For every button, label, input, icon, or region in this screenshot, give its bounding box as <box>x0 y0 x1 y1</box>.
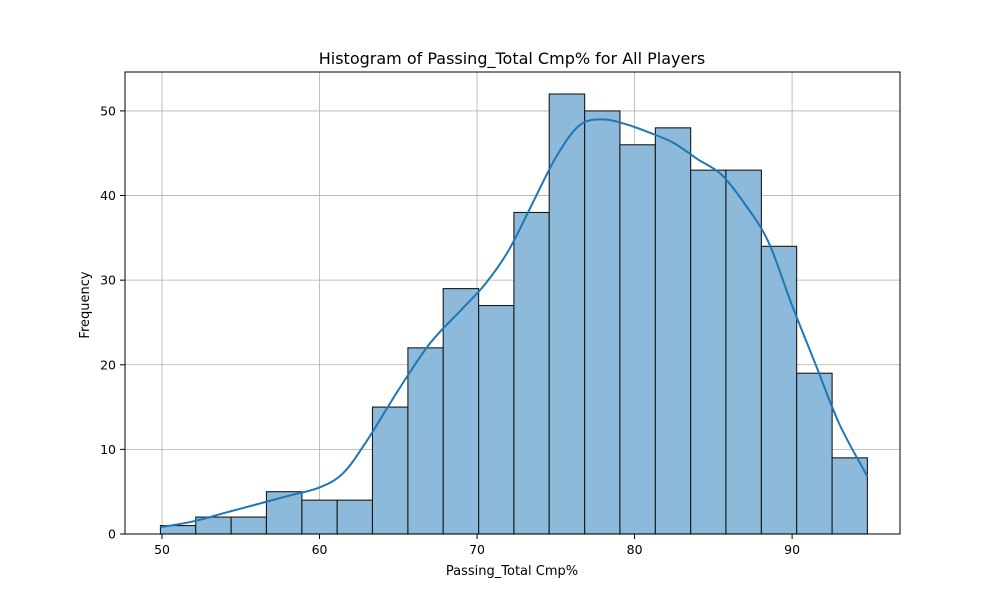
histogram-bar <box>831 457 868 535</box>
x-axis-label: Passing_Total Cmp% <box>446 564 578 579</box>
x-tick-label: 70 <box>469 542 485 557</box>
x-tick-label: 90 <box>784 542 800 557</box>
histogram-bar <box>690 169 727 535</box>
histogram-bar <box>796 372 833 535</box>
histogram-bar <box>265 491 303 535</box>
axes <box>124 71 901 535</box>
histogram-bar <box>230 516 268 535</box>
histogram-bar <box>442 288 480 535</box>
histogram-bars <box>159 93 868 535</box>
histogram-bar <box>371 406 409 535</box>
histogram-bar <box>760 245 798 535</box>
chart-title: Histogram of Passing_Total Cmp% for All … <box>319 49 706 69</box>
histogram-bar <box>301 499 338 535</box>
histogram-bar <box>725 169 762 535</box>
kde-curve-group <box>160 118 869 529</box>
histogram-bar <box>336 499 374 535</box>
y-axis-label: Frequency <box>78 271 93 338</box>
histogram-bar <box>478 304 515 535</box>
x-tick-label: 80 <box>627 542 643 557</box>
histogram-bar <box>619 144 656 535</box>
plot-frame <box>124 71 901 535</box>
x-tick-label: 50 <box>154 542 170 557</box>
y-tick-label: 30 <box>100 273 116 288</box>
y-tick-label: 50 <box>100 103 116 118</box>
y-tick-label: 10 <box>100 442 116 457</box>
kde-curve <box>160 118 869 529</box>
histogram-bar <box>407 347 444 535</box>
histogram-bar <box>584 110 621 535</box>
tick-labels: 50 60 70 80 90 0 10 20 30 40 50 <box>100 103 800 557</box>
histogram-bar <box>513 211 550 535</box>
x-tick-label: 60 <box>312 542 328 557</box>
histogram-bar <box>654 127 692 535</box>
y-tick-label: 40 <box>100 188 116 203</box>
histogram-bar <box>548 93 586 535</box>
y-tick-label: 0 <box>108 527 116 542</box>
y-tick-label: 20 <box>100 357 116 372</box>
